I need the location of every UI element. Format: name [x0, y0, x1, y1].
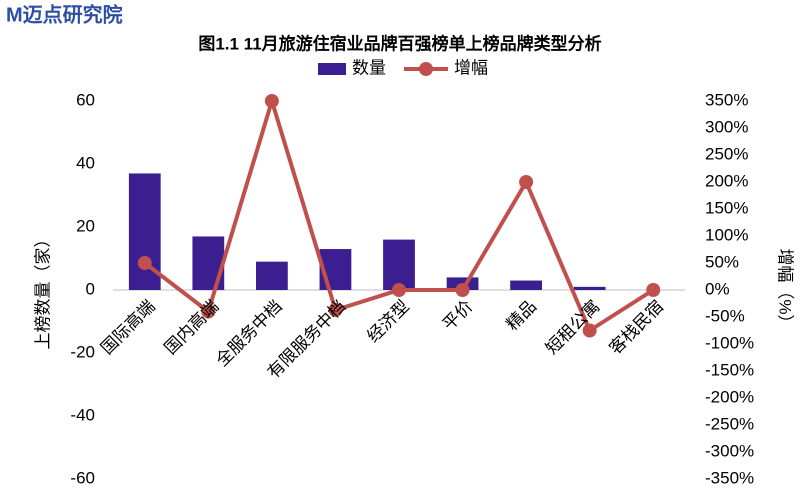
- y2-tick-label: 350%: [705, 90, 748, 109]
- y-tick-label: -60: [70, 468, 95, 487]
- y2-tick-label: -150%: [705, 360, 754, 379]
- line-marker: [582, 323, 597, 338]
- y-tick-label: -40: [70, 405, 95, 424]
- y2-tick-label: -300%: [705, 441, 754, 460]
- line-marker: [137, 256, 152, 270]
- y2-tick-label: 100%: [705, 225, 748, 244]
- line-marker: [201, 304, 216, 319]
- line-marker: [392, 283, 406, 297]
- line-marker: [519, 175, 534, 189]
- legend-label: 数量: [352, 58, 386, 77]
- y-axis-label: 上榜数量（家）: [33, 231, 52, 350]
- y2-axis-label: 增幅（%）: [776, 248, 795, 331]
- y2-tick-label: 0%: [705, 279, 730, 298]
- x-tick-label: 国内高端: [161, 297, 223, 359]
- line-marker: [328, 302, 343, 317]
- x-tick-label: 精品: [503, 297, 540, 334]
- y2-tick-label: 250%: [705, 144, 748, 163]
- bar: [510, 280, 542, 290]
- y2-tick-label: -200%: [705, 387, 754, 406]
- y-tick-label: 0: [86, 279, 95, 298]
- legend-swatch: [318, 63, 346, 75]
- chart-title: 图1.1 11月旅游住宿业品牌百强榜单上榜品牌类型分析: [198, 33, 601, 53]
- y2-tick-label: 200%: [705, 171, 748, 190]
- legend-marker: [419, 62, 433, 76]
- y2-tick-label: -50%: [705, 306, 745, 325]
- y2-tick-label: -100%: [705, 333, 754, 352]
- x-tick-label: 平价: [439, 297, 476, 334]
- bar: [573, 286, 606, 290]
- x-tick-label: 国际高端: [97, 297, 159, 359]
- line-marker: [455, 283, 470, 297]
- y-tick-label: 60: [76, 90, 95, 109]
- bar: [192, 236, 225, 290]
- line-marker: [646, 283, 661, 297]
- y-tick-label: 20: [76, 216, 95, 235]
- y-tick-label: 40: [76, 153, 95, 172]
- legend-label: 增幅: [454, 58, 488, 77]
- y2-tick-label: -350%: [705, 468, 754, 487]
- y2-tick-label: -250%: [705, 414, 754, 433]
- y2-tick-label: 150%: [705, 198, 748, 217]
- y-tick-label: -20: [70, 342, 95, 361]
- logo: M迈点研究院: [6, 2, 123, 26]
- y2-tick-label: 50%: [705, 252, 739, 271]
- x-tick-label: 客栈民宿: [606, 297, 668, 359]
- bar: [383, 239, 415, 290]
- x-tick-label: 经济型: [364, 297, 413, 346]
- line-marker: [264, 94, 279, 108]
- bar: [256, 261, 288, 290]
- y2-tick-label: 300%: [705, 117, 748, 136]
